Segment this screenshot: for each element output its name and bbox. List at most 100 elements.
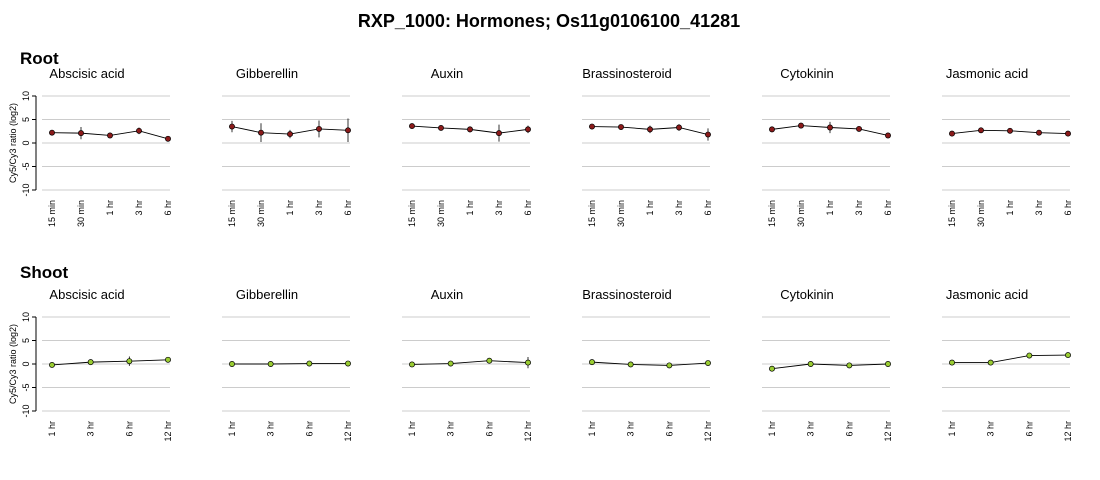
x-tick-label: 6 hr [844,421,854,437]
data-point [589,123,595,130]
x-tick-label: 3 hr [266,421,276,437]
shoot-row-label: Shoot [20,263,68,282]
x-tick-label: 15 min [767,200,777,227]
x-tick-label: 6 hr [664,421,674,437]
data-point [666,362,673,369]
shoot-y-tick-label: 10 [21,312,31,322]
x-tick-label: 1 hr [645,200,655,216]
x-tick-label: 1 hr [47,421,57,437]
series-line [952,354,1069,364]
x-tick-label: 12 hr [1063,421,1073,442]
x-tick-label: 30 min [76,200,86,227]
data-point [856,125,862,132]
x-tick-label: 6 hr [124,421,134,437]
data-point [885,132,891,139]
x-tick-label: 3 hr [134,200,144,216]
x-tick-label: 15 min [587,200,597,227]
data-point [525,359,531,366]
root-y-tick-label: -10 [21,183,31,196]
data-point [1065,130,1071,137]
x-tick-label: 6 hr [1063,200,1073,216]
data-point [525,126,531,133]
data-point [885,361,891,367]
data-point [345,360,351,367]
x-tick-label: 12 hr [523,421,533,442]
series-line [591,361,709,366]
panel-subtitle: Abscisic acid [49,66,124,81]
data-point [589,359,595,366]
data-point [306,360,313,367]
x-tick-label: 6 hr [343,200,353,216]
x-tick-label: 3 hr [314,200,324,216]
series-line [411,360,529,365]
x-tick-label: 3 hr [494,200,504,216]
panel-subtitle: Auxin [431,66,464,81]
data-point [647,126,653,133]
x-tick-label: 12 hr [163,421,173,442]
x-tick-label: 3 hr [626,421,636,437]
x-tick-label: 3 hr [446,421,456,437]
x-tick-label: 6 hr [523,200,533,216]
data-point [769,126,775,133]
shoot-y-tick-label: 5 [21,338,31,343]
data-point [496,130,502,137]
data-point [798,122,804,129]
x-tick-label: 15 min [227,200,237,227]
data-point [136,127,142,134]
x-tick-label: 15 min [947,200,957,227]
x-tick-label: 12 hr [343,421,353,442]
x-tick-label: 1 hr [767,421,777,437]
data-point [827,124,833,131]
data-point [165,135,171,142]
data-point [107,132,113,139]
panel-subtitle: Brassinosteroid [582,287,672,302]
shoot-panel-auxin: Auxin 1 hr 3 hr 6 hr 12 hr [402,287,533,442]
data-point [987,359,994,366]
data-point [1007,127,1013,134]
figure-title: RXP_1000: Hormones; Os11g0106100_41281 [358,11,740,31]
data-point [267,361,274,367]
root-y-tick-label: 5 [21,117,31,122]
x-tick-label: 6 hr [484,421,494,437]
root-panel-gibberellin: Gibberellin 15 min 30 min 1 hr 3 hr 6 hr [222,66,353,227]
x-tick-label: 3 hr [806,421,816,437]
x-tick-label: 1 hr [285,200,295,216]
data-point [165,356,171,363]
data-point [78,130,84,137]
data-point [229,361,235,367]
x-tick-label: 1 hr [825,200,835,216]
root-y-tick-label: -5 [21,162,31,170]
data-point [126,358,133,365]
x-tick-label: 12 hr [883,421,893,442]
shoot-panel-cytokinin: Cytokinin 1 hr 3 hr 6 hr 12 hr [762,287,893,442]
data-point [229,123,235,130]
x-tick-label: 1 hr [587,421,597,437]
data-point [769,365,775,372]
panel-subtitle: Brassinosteroid [582,66,672,81]
x-tick-label: 3 hr [86,421,96,437]
data-point [949,130,955,137]
x-tick-label: 30 min [256,200,266,227]
root-panel-jasmonic-acid: Jasmonic acid 15 min 30 min 1 hr 3 hr 6 hr [942,66,1073,227]
data-point [1065,352,1071,359]
shoot-panel-abscisic-acid: Abscisic acid 1 hr 3 hr 6 hr 12 hr [42,287,173,442]
data-point [49,361,55,368]
data-point [627,361,634,368]
x-tick-label: 30 min [436,200,446,227]
root-panel-auxin: Auxin 15 min 30 min 1 hr 3 hr 6 hr [402,66,533,227]
x-tick-label: 1 hr [1005,200,1015,216]
x-tick-label: 1 hr [227,421,237,437]
x-tick-label: 6 hr [703,200,713,216]
x-tick-label: 3 hr [854,200,864,216]
data-point [978,127,984,134]
data-point [409,361,415,368]
x-tick-label: 12 hr [703,421,713,442]
x-tick-label: 3 hr [986,421,996,437]
x-tick-label: 3 hr [1034,200,1044,216]
panel-subtitle: Gibberellin [236,287,298,302]
shoot-panel-gibberellin: Gibberellin 1 hr 3 hr 6 hr 12 hr [222,287,353,442]
x-tick-label: 1 hr [465,200,475,216]
panel-subtitle: Auxin [431,287,464,302]
root-panel-abscisic-acid: Abscisic acid 15 min 30 min 1 hr 3 hr 6 hr [42,66,173,227]
